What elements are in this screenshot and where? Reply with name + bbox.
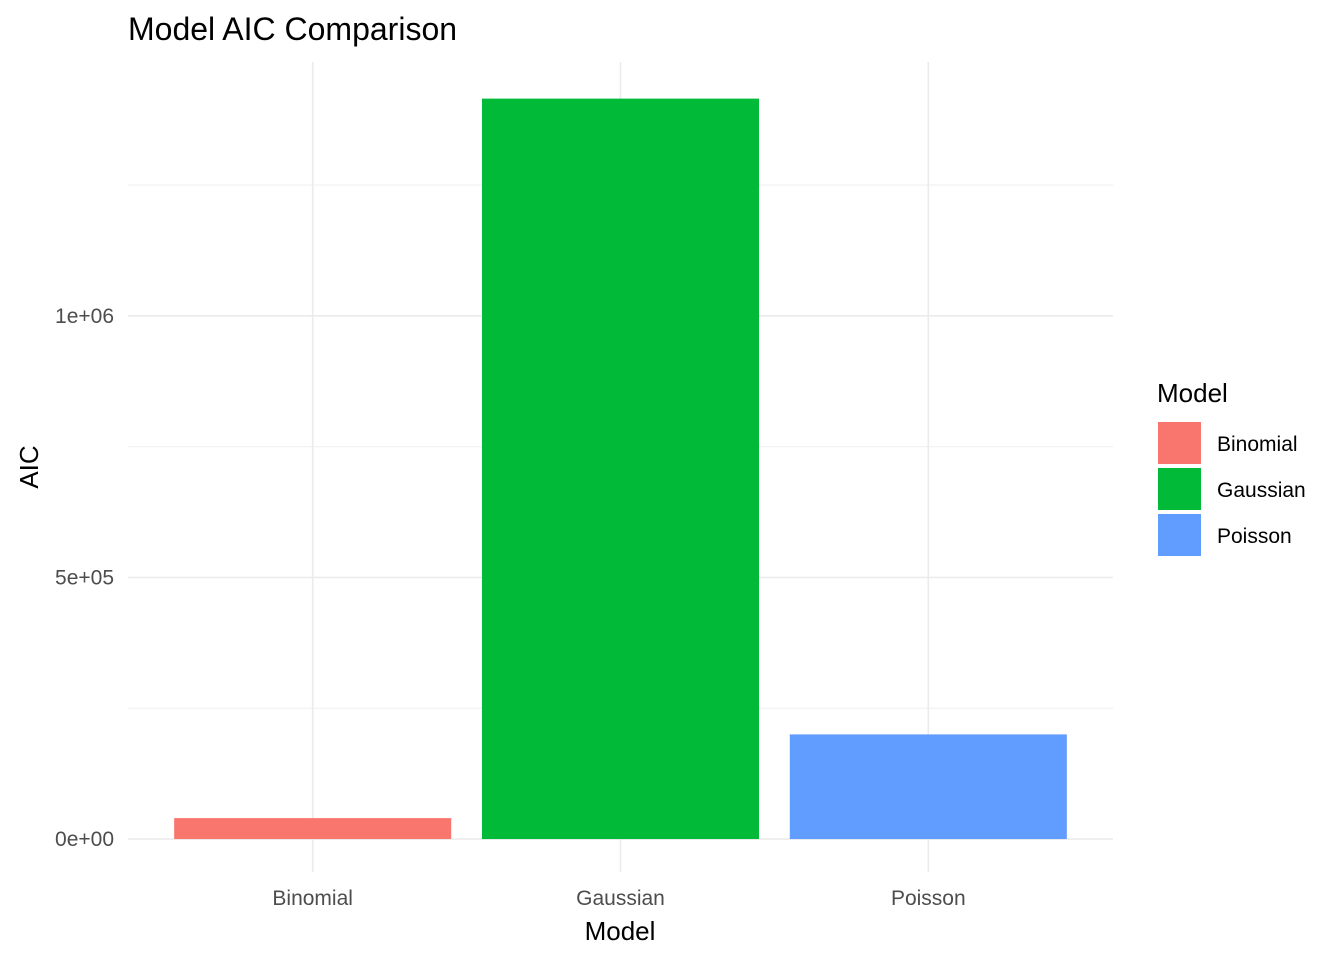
legend-label: Poisson <box>1217 525 1292 548</box>
x-tick-label: Binomial <box>272 887 353 910</box>
bar-binomial <box>174 818 452 840</box>
x-tick-label: Gaussian <box>576 887 665 910</box>
legend: Model Binomial Gaussian Poisson <box>1157 378 1306 556</box>
legend-swatch-gaussian <box>1158 468 1201 510</box>
bar-gaussian <box>481 98 760 840</box>
chart-title: Model AIC Comparison <box>128 11 457 47</box>
y-tick-label: 5e+05 <box>55 566 114 589</box>
legend-swatch-poisson <box>1158 514 1201 556</box>
y-tick-label: 0e+00 <box>55 828 114 851</box>
legend-swatch-binomial <box>1158 422 1201 464</box>
y-tick-label: 1e+06 <box>55 305 114 328</box>
bar-poisson <box>789 734 1067 840</box>
legend-label: Binomial <box>1217 433 1298 456</box>
x-axis-ticks: Binomial Gaussian Poisson <box>272 887 965 910</box>
bars <box>174 98 1067 840</box>
y-axis-title: AIC <box>14 445 44 488</box>
legend-title: Model <box>1157 378 1228 408</box>
x-axis-title: Model <box>585 916 656 946</box>
y-axis-ticks: 0e+00 5e+05 1e+06 <box>55 305 114 851</box>
x-tick-label: Poisson <box>891 887 966 910</box>
legend-label: Gaussian <box>1217 479 1306 502</box>
